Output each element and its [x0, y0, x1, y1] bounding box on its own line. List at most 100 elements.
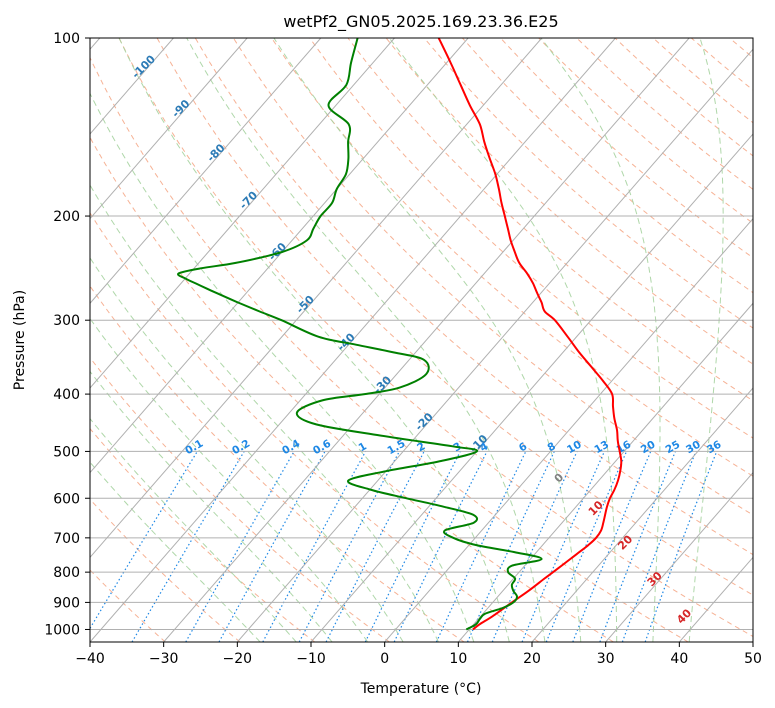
isotherm-gridline	[310, 133, 753, 642]
dewpoint-profile-line	[177, 38, 543, 631]
moist-adiabat-label: 0	[552, 471, 567, 486]
y-tick-label: 300	[53, 313, 80, 329]
y-tick-label: 100	[53, 31, 80, 47]
mixing-ratio-label: 1	[357, 440, 369, 454]
isotherm-gridline	[163, 38, 690, 642]
mixing-ratio-line	[262, 451, 367, 642]
x-tick-label: −10	[296, 651, 326, 667]
y-tick-label: 500	[53, 444, 80, 460]
isotherm-gridline	[90, 38, 543, 559]
mixing-ratio-line	[644, 451, 718, 642]
temperature-profile-line	[437, 38, 623, 631]
profile-lines	[177, 38, 623, 631]
dry-adiabat-label: -80	[204, 141, 227, 164]
mixing-ratio-line	[621, 451, 697, 642]
dry-adiabat-label: -20	[413, 410, 436, 433]
dry-adiabat-line	[690, 38, 753, 91]
mixing-ratio-label: 8	[545, 440, 557, 454]
mixing-ratio-label: 6	[517, 440, 529, 454]
dry-adiabat-line	[90, 285, 465, 642]
dry-adiabat-line	[90, 136, 614, 642]
isotherm-gridline	[90, 38, 469, 474]
dry-adiabat-label: -70	[237, 189, 260, 212]
mixing-ratio-label: 10	[565, 439, 584, 457]
dry-adiabat-label: -50	[294, 293, 317, 316]
x-tick-label: 30	[597, 651, 615, 667]
moist-adiabat-line	[90, 257, 404, 642]
mixing-ratio-label: 1.5	[385, 438, 407, 458]
moist-adiabat-line	[90, 461, 261, 642]
moist-adiabat-line	[90, 92, 475, 642]
y-tick-label: 600	[53, 491, 80, 507]
dry-adiabat-line	[729, 38, 753, 59]
x-tick-label: −30	[149, 651, 179, 667]
isotherm-gridline	[531, 387, 753, 642]
moist-adiabat-line	[90, 370, 333, 642]
mixing-ratio-label: 0.6	[311, 438, 333, 458]
dry-adiabat-line	[90, 211, 540, 642]
dry-adiabat-line	[90, 498, 241, 642]
mixing-ratio-label: 0.4	[280, 438, 302, 458]
dry-adiabat-line	[90, 427, 316, 642]
mixing-ratio-label: 20	[639, 439, 658, 457]
x-tick-label: −20	[223, 651, 253, 667]
x-tick-label: 10	[449, 651, 467, 667]
mixing-ratio-label: 0.2	[230, 438, 252, 458]
dry-adiabat-line	[309, 38, 753, 439]
mixing-ratio-line	[572, 451, 652, 642]
dry-adiabat-line	[576, 38, 753, 190]
dry-adiabat-line	[423, 38, 753, 329]
moist-adiabat-line	[273, 38, 582, 642]
isotherm-gridline	[90, 38, 248, 220]
mixing-ratio-line	[466, 451, 555, 642]
isotherm-gridline	[90, 38, 322, 305]
mixing-ratio-line	[393, 451, 488, 642]
mixing-ratio-label: 36	[705, 439, 724, 457]
moist-adiabat-line	[90, 184, 439, 642]
x-tick-label: −40	[75, 651, 105, 667]
moist-adiabat-line	[186, 38, 546, 642]
dry-adiabat-line	[118, 38, 753, 638]
dry-adiabat-line	[156, 38, 753, 596]
x-axis-label: Temperature (°C)	[360, 681, 482, 697]
y-tick-label: 700	[53, 531, 80, 547]
dry-adiabat-line	[652, 38, 753, 124]
isotherm-gridline	[384, 217, 753, 642]
dry-adiabat-line	[347, 38, 753, 402]
moist-adiabat-line	[118, 38, 510, 642]
x-tick-label: 50	[744, 651, 762, 667]
mixing-ratio-label: 25	[664, 439, 683, 457]
x-axis: −40 −30 −20 −10 0 10 20 30 40 50	[75, 642, 762, 667]
dry-adiabat-line	[90, 56, 689, 642]
moist-adiabat-line	[90, 417, 297, 642]
chart-title: wetPf2_GN05.2025.169.23.36.E25	[283, 12, 558, 32]
mixing-ratio-line	[218, 451, 326, 642]
moist-adiabat-line	[90, 317, 369, 642]
x-tick-label: 40	[670, 651, 688, 667]
y-tick-label: 400	[53, 387, 80, 403]
x-tick-label: 20	[523, 651, 541, 667]
y-tick-label: 1000	[44, 622, 80, 638]
moist-adiabat-line	[688, 38, 724, 642]
dry-adiabat-line	[194, 38, 753, 556]
y-tick-label: 200	[53, 209, 80, 225]
mixing-ratio-line	[545, 451, 628, 642]
x-tick-label: 0	[380, 651, 389, 667]
background-lines	[90, 38, 753, 642]
y-tick-label: 800	[53, 565, 80, 581]
mixing-ratio-line	[90, 451, 198, 630]
dry-adiabat-line	[232, 38, 753, 516]
mixing-ratio-line	[185, 451, 295, 642]
isotherm-gridline	[90, 38, 395, 389]
moist-adiabat-label: 40	[674, 606, 694, 626]
moist-adiabat-line	[540, 38, 661, 642]
mixing-ratio-line	[599, 451, 676, 642]
dry-adiabat-label: -100	[129, 52, 158, 81]
y-axis-label: Pressure (hPa)	[12, 290, 28, 390]
isotherm-gridline	[90, 38, 616, 642]
mixing-ratio-line	[521, 451, 605, 642]
y-axis: 100 200 300 400 500 600 700 800 900 1000	[44, 31, 90, 638]
mixing-ratio-line	[364, 451, 461, 642]
isotherm-gridline	[457, 302, 753, 642]
